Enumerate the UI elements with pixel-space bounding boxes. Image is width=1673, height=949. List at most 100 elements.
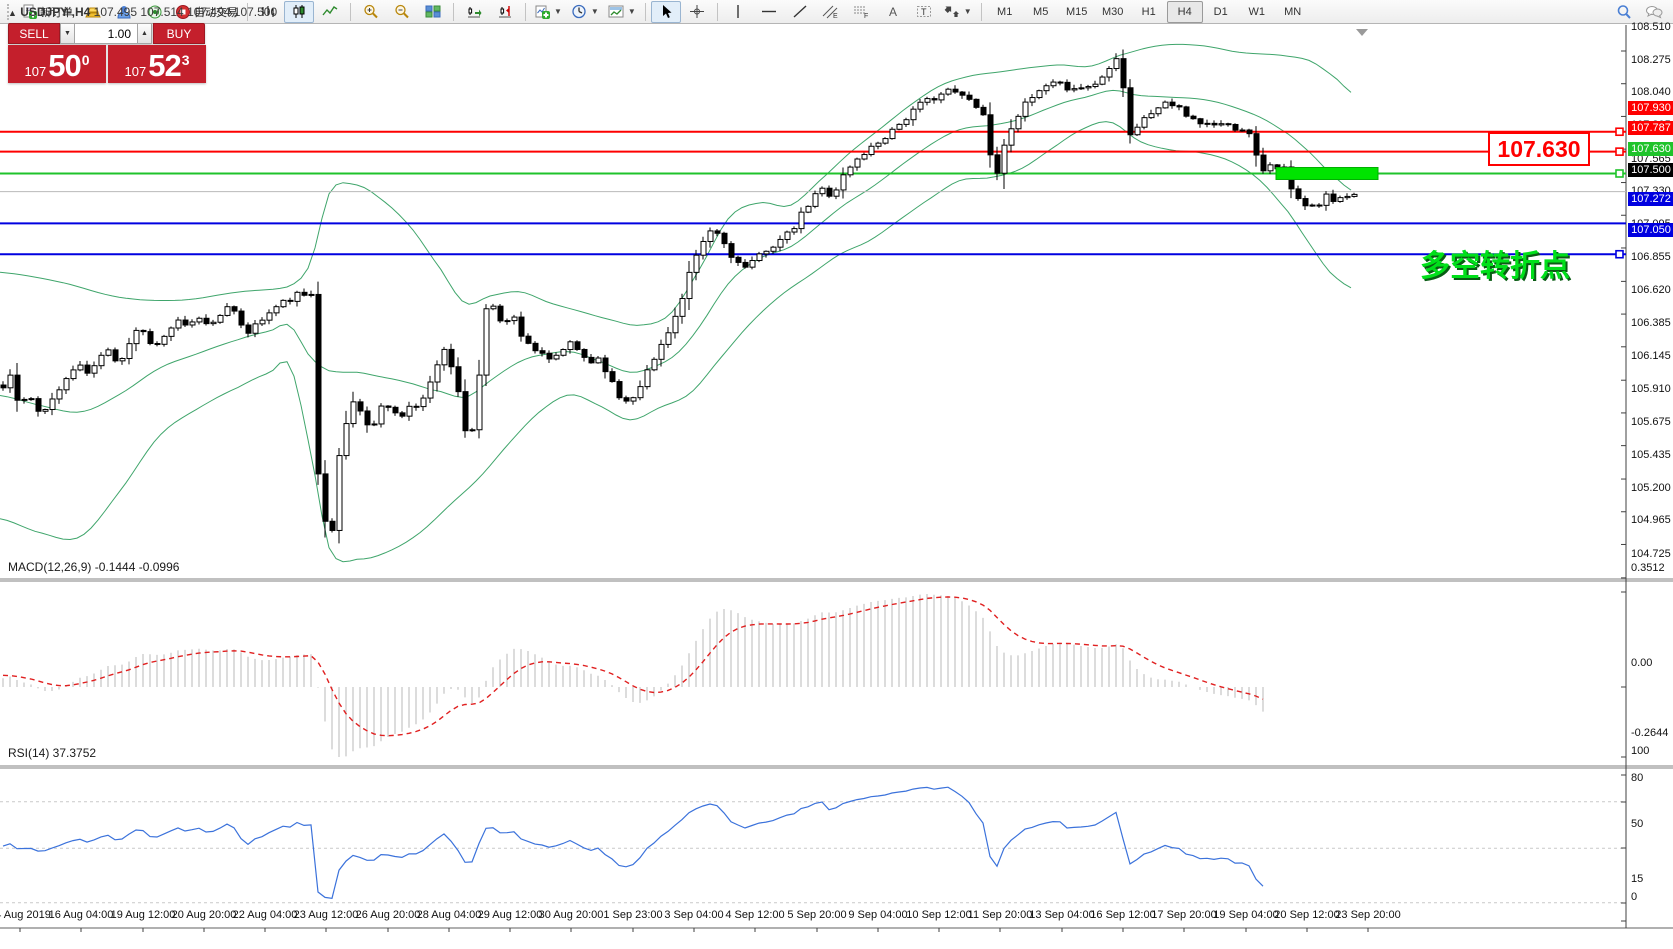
line-chart-button[interactable] xyxy=(315,1,345,23)
timeframe-m5[interactable]: M5 xyxy=(1033,5,1049,18)
candlestick-chart-button[interactable] xyxy=(284,0,314,23)
timeframe-w1[interactable]: W1 xyxy=(1248,5,1265,18)
horizontal-line-objects[interactable] xyxy=(0,130,1626,256)
trendline-tool[interactable] xyxy=(785,1,815,23)
chat-button[interactable] xyxy=(1639,1,1669,23)
chart-shift-icon xyxy=(497,4,513,19)
hline-handle-107.930[interactable] xyxy=(1615,127,1624,137)
timeframe-h4[interactable]: H4 xyxy=(1166,0,1203,23)
trendline-icon xyxy=(792,4,808,19)
volume-increment-button[interactable]: ▲ xyxy=(137,23,152,44)
bar-chart-button[interactable] xyxy=(253,1,283,23)
buy-price-prefix: 107 xyxy=(124,64,147,79)
sell-price-pip: 0 xyxy=(81,52,90,68)
macd-histogram xyxy=(2,594,1264,757)
market-watch-button[interactable] xyxy=(78,1,108,23)
fibonacci-icon: F xyxy=(853,4,870,19)
sell-price-prefix: 107 xyxy=(24,64,47,79)
scroll-to-end-marker[interactable] xyxy=(1356,29,1368,36)
timeframe-m1[interactable]: M1 xyxy=(997,5,1013,18)
rsi-line xyxy=(2,786,1264,899)
buy-button[interactable]: BUY xyxy=(153,23,205,44)
toolbar-separator xyxy=(644,2,646,21)
templates-dropdown[interactable]: ▼ xyxy=(604,1,640,23)
toolbar-grip[interactable] xyxy=(7,3,14,20)
volume-decrement-button[interactable]: ▼ xyxy=(60,23,75,44)
timeframe-switcher: M1 M5 M15 M30 H1 H4 D1 W1 MN xyxy=(987,0,1311,23)
vertical-line-tool[interactable] xyxy=(723,1,753,23)
gold-icon xyxy=(85,4,101,19)
buy-price-box[interactable]: 107 52 3 xyxy=(108,45,206,83)
auto-trading-icon xyxy=(175,4,191,19)
new-order-button[interactable]: 新订单 xyxy=(18,1,77,23)
macd-signal-line xyxy=(2,596,1264,737)
toolbar-separator xyxy=(350,2,351,21)
text-tool[interactable]: A xyxy=(878,1,908,23)
zoom-out-button[interactable] xyxy=(387,1,417,23)
fibonacci-tool[interactable]: F xyxy=(847,1,877,23)
toolbar-separator xyxy=(980,2,982,21)
highlight-zone-rectangle[interactable] xyxy=(1275,166,1379,180)
text-label-icon: T xyxy=(916,4,932,19)
tile-windows-button[interactable] xyxy=(418,1,448,23)
templates-icon xyxy=(608,4,624,19)
spinner-down-icon: ▼ xyxy=(64,30,71,37)
community-icon xyxy=(116,4,132,19)
clock-icon xyxy=(571,4,587,19)
horizontal-line-tool[interactable] xyxy=(754,1,784,23)
zoom-in-icon xyxy=(363,4,379,19)
toolbar-separator xyxy=(716,2,718,21)
arrows-icon xyxy=(944,4,960,19)
text-icon: A xyxy=(886,4,899,19)
bollinger-middle-line xyxy=(0,89,1352,413)
timeframe-m15[interactable]: M15 xyxy=(1065,5,1088,18)
chart-shift-button[interactable] xyxy=(490,1,520,23)
timeframe-d1[interactable]: D1 xyxy=(1213,5,1228,18)
toolbar-separator xyxy=(247,2,248,21)
search-button[interactable] xyxy=(1609,1,1639,23)
toolbar-separator xyxy=(453,2,454,21)
caret-down-icon: ▼ xyxy=(627,7,636,16)
new-order-label: 新订单 xyxy=(40,6,73,19)
auto-trading-button[interactable]: 自动交易 xyxy=(171,1,242,23)
sell-price-box[interactable]: 107 50 0 xyxy=(8,45,106,83)
timeframe-mn[interactable]: MN xyxy=(1284,5,1302,18)
channel-tool[interactable]: E xyxy=(816,1,846,23)
horizontal-line-icon xyxy=(761,4,777,19)
periods-dropdown[interactable]: ▼ xyxy=(567,1,603,23)
community-button[interactable] xyxy=(109,1,139,23)
main-toolbar: 新订单 自动交易 ▼ ▼ xyxy=(0,0,1673,24)
caret-down-icon: ▼ xyxy=(590,7,599,16)
search-icon xyxy=(1616,4,1632,20)
timeframe-h1[interactable]: H1 xyxy=(1141,5,1156,18)
volume-input[interactable] xyxy=(75,23,137,44)
cursor-icon xyxy=(659,4,673,19)
candles-series xyxy=(0,49,1358,544)
sell-price-main: 50 xyxy=(48,48,81,83)
zoom-in-button[interactable] xyxy=(356,1,386,23)
channel-icon: E xyxy=(822,4,839,19)
signals-button[interactable] xyxy=(140,1,170,23)
cursor-tool-button[interactable] xyxy=(650,0,681,23)
caret-down-icon: ▼ xyxy=(963,7,972,16)
hline-handle-107.787[interactable] xyxy=(1615,147,1624,156)
zoom-out-icon xyxy=(394,4,410,19)
bar-chart-icon xyxy=(260,4,276,19)
tile-windows-icon xyxy=(425,4,441,19)
timeframe-m30[interactable]: M30 xyxy=(1101,5,1124,18)
text-label-tool[interactable]: T xyxy=(909,1,939,23)
sell-button[interactable]: SELL xyxy=(8,23,60,44)
chart-area[interactable] xyxy=(0,24,1673,949)
crosshair-icon xyxy=(689,4,705,19)
crosshair-tool-button[interactable] xyxy=(682,1,712,23)
one-click-trading-panel: SELL ▼ ▲ BUY 107 50 0 107 52 3 xyxy=(8,23,206,83)
candlestick-chart-icon xyxy=(291,4,307,19)
hline-handle-107.050[interactable] xyxy=(1615,249,1624,259)
arrows-tool-dropdown[interactable]: ▼ xyxy=(940,1,976,23)
bollinger-upper-line xyxy=(0,43,1352,326)
auto-scroll-button[interactable] xyxy=(459,1,489,23)
hline-handle-107.630[interactable] xyxy=(1615,169,1624,178)
auto-scroll-icon xyxy=(466,4,482,19)
new-chart-dropdown[interactable]: ▼ xyxy=(531,1,566,23)
buy-price-main: 52 xyxy=(148,48,181,83)
